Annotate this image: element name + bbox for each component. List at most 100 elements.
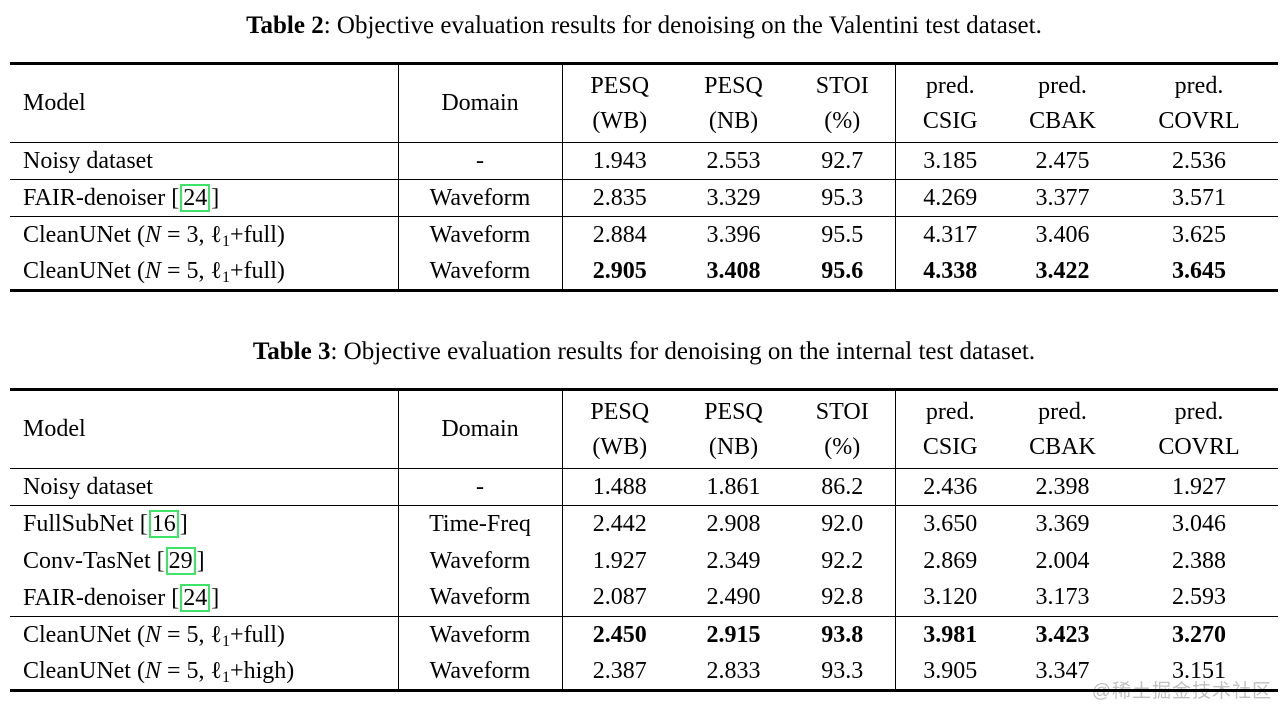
column-header-metric: PESQ (WB) (562, 389, 677, 469)
header-line-1: pred. (1174, 398, 1224, 425)
column-header-metric: pred. CSIG (895, 389, 1005, 469)
table-row: Noisy dataset -1.488 1.861 86.2 2.436 2.398 1.… (10, 468, 1278, 506)
math-ell-term: ℓ1 (210, 657, 231, 686)
value-cell: 2.387 (592, 657, 647, 684)
table-header: Model Domain PESQ (WB) PESQ (NB) STOI (%) pred. C… (10, 63, 1278, 143)
value-cell: 1.927 (1120, 468, 1278, 506)
value-cell: 4.338 (923, 257, 978, 284)
column-header-metric: PESQ (WB) (562, 63, 677, 143)
domain-cell: Waveform (398, 579, 563, 617)
math-subscript: 1 (222, 632, 231, 650)
value-cell: 3.408 (706, 257, 761, 284)
column-header-metric: pred. COVRL (1120, 389, 1278, 469)
value-cell: 2.835 (562, 179, 677, 217)
header-line-2: COVRL (1158, 433, 1240, 460)
value-cell: 2.475 (1005, 142, 1120, 180)
citation-link[interactable]: 24 (180, 184, 211, 212)
model-cell: CleanUNet (N = 5, ℓ1+full) (10, 616, 399, 654)
header-line-2: (%) (824, 107, 861, 134)
math-subscript: 1 (222, 232, 231, 250)
header-line-2: (WB) (592, 107, 648, 134)
header-line-1: pred. (1038, 72, 1087, 99)
value-cell: 2.087 (562, 579, 677, 617)
model-cell: CleanUNet (N = 3, ℓ1+full) (10, 216, 399, 254)
value-cell: 3.396 (706, 221, 761, 248)
header-line-2: CSIG (922, 107, 978, 134)
value-cell: 4.269 (895, 179, 1005, 217)
citation-link[interactable]: 24 (180, 583, 211, 612)
value-cell: 1.927 (592, 547, 647, 574)
header-line-1: PESQ (704, 72, 763, 99)
valentini-results-table: Model Domain PESQ (WB) PESQ (NB) STOI (%) pred. C… (10, 62, 1278, 292)
citation: [24] (171, 583, 220, 612)
value-cell: 2.833 (706, 657, 761, 684)
value-cell: 3.650 (923, 510, 978, 537)
value-cell: 2.915 (706, 621, 761, 648)
value-cell: 92.7 (790, 142, 896, 180)
citation-link[interactable]: 29 (165, 547, 196, 575)
value-cell: 2.004 (1035, 547, 1090, 574)
header-line-1: PESQ (590, 72, 650, 99)
domain-cell: Waveform (398, 179, 563, 217)
value-cell: 3.423 (1035, 621, 1090, 648)
header-row: Model Domain PESQ (WB) PESQ (NB) STOI (%) pred. C… (10, 63, 1278, 143)
value-cell: 3.369 (1035, 510, 1090, 537)
math-variable: N (144, 257, 161, 284)
value-cell: 2.908 (706, 510, 761, 537)
table-row: FAIR-denoiser [24] Waveform 2.835 3.329 95.3… (10, 179, 1278, 217)
value-cell: 2.490 (677, 579, 790, 617)
model-cell: FAIR-denoiser [24] (10, 179, 399, 217)
model-cell: FullSubNet [16] (10, 505, 399, 543)
table2-caption-text: : Objective evaluation results for denoi… (323, 12, 1042, 39)
value-cell: 3.120 (895, 579, 1005, 617)
header-line-2: (WB) (592, 433, 648, 460)
value-cell: 3.046 (1172, 510, 1226, 537)
value-cell: 3.981 (923, 621, 978, 648)
value-cell: 3.270 (1172, 621, 1226, 648)
value-cell: 4.317 (923, 221, 978, 248)
model-cell: CleanUNet (N = 5, ℓ1+high) (10, 653, 399, 691)
value-cell: 92.0 (790, 505, 896, 543)
value-cell: 93.8 (790, 616, 896, 654)
internal-results-table: Model Domain PESQ (WB) PESQ (NB) STOI (%) pred. C… (10, 388, 1278, 692)
value-cell: 1.488 (562, 468, 677, 506)
table2-caption-label: Table 2 (246, 12, 324, 39)
header-line-2: CBAK (1029, 433, 1096, 460)
value-cell: 3.347 (1035, 657, 1090, 684)
domain-cell: Waveform (398, 216, 563, 254)
column-header-domain: Domain (398, 389, 563, 469)
value-cell: 92.2 (790, 542, 896, 580)
value-cell: 3.645 (1172, 257, 1226, 284)
citation-link[interactable]: 16 (148, 510, 179, 539)
column-header-domain: Domain (398, 63, 563, 143)
column-header-model: Model (10, 389, 399, 469)
value-cell: 1.861 (677, 468, 790, 506)
table3-caption-label: Table 3 (252, 338, 331, 365)
table-row: CleanUNet (N = 5, ℓ1+high) Waveform 2.387 2… (10, 653, 1278, 691)
header-line-1: pred. (925, 398, 975, 425)
value-cell: 2.884 (592, 221, 647, 248)
table-row: CleanUNet (N = 5, ℓ1+full) Waveform 2.450 2… (10, 616, 1278, 654)
model-cell: FAIR-denoiser [24] (10, 579, 399, 617)
domain-cell: - (398, 468, 563, 506)
column-header-metric: pred. CBAK (1005, 63, 1120, 143)
table3-caption-text: : Objective evaluation results for denoi… (330, 338, 1036, 365)
table3-caption: Table 3: Objective evaluation results fo… (0, 338, 1288, 366)
value-cell: 3.151 (1172, 657, 1226, 684)
value-cell: 95.5 (790, 216, 896, 254)
domain-cell: Time-Freq (398, 505, 563, 543)
header-line-1: pred. (925, 72, 975, 99)
table-row: FAIR-denoiser [24] Waveform 2.087 2.490 92.8… (10, 579, 1278, 617)
value-cell: 2.553 (677, 142, 790, 180)
header-line-2: (NB) (708, 107, 759, 134)
watermark: @稀土掘金技术社区 (1091, 681, 1272, 702)
value-cell: 86.2 (790, 468, 896, 506)
header-line-1: pred. (1038, 398, 1087, 425)
table-row: Conv-TasNet [29] Waveform 1.927 2.349 92.2 2.… (10, 542, 1278, 580)
table-row: Noisy dataset -1.943 2.553 92.7 3.185 2.475 2.… (10, 142, 1278, 180)
value-cell: 92.8 (790, 579, 896, 617)
math-subscript: 1 (222, 268, 231, 286)
column-header-metric: PESQ (NB) (677, 389, 790, 469)
column-header-metric: pred. CBAK (1005, 389, 1120, 469)
value-cell: 2.436 (895, 468, 1005, 506)
